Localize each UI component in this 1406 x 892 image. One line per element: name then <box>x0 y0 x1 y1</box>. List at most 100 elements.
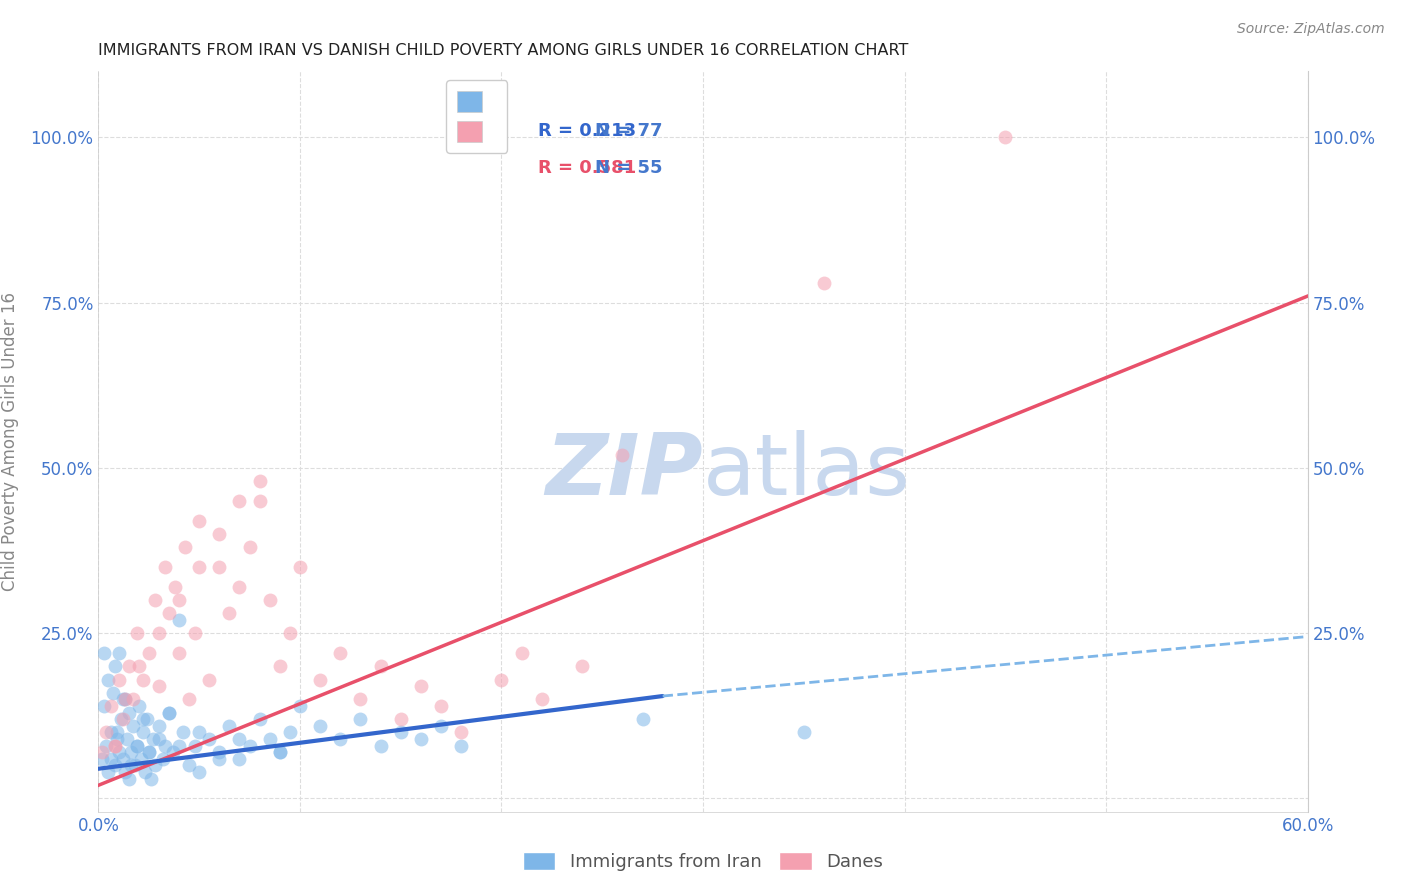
Point <box>228 752 250 766</box>
Point <box>114 692 136 706</box>
Point <box>430 698 453 713</box>
Legend: , : , <box>446 80 508 153</box>
Point <box>111 692 134 706</box>
Point <box>91 745 114 759</box>
Point <box>118 772 141 786</box>
Point <box>198 731 221 746</box>
Point <box>103 758 125 772</box>
Point <box>208 752 231 766</box>
Point <box>218 719 240 733</box>
Point <box>278 725 301 739</box>
Point <box>450 725 472 739</box>
Text: N = 77: N = 77 <box>595 122 662 140</box>
Point <box>157 706 180 720</box>
Point <box>138 745 160 759</box>
Point <box>208 527 231 541</box>
Point <box>208 560 231 574</box>
Point <box>409 731 432 746</box>
Text: atlas: atlas <box>703 430 911 513</box>
Point <box>631 712 654 726</box>
Y-axis label: Child Poverty Among Girls Under 16: Child Poverty Among Girls Under 16 <box>1 292 20 591</box>
Point <box>259 731 281 746</box>
Point <box>269 745 291 759</box>
Point <box>208 745 231 759</box>
Point <box>107 745 129 759</box>
Point <box>100 698 122 713</box>
Point <box>612 448 634 462</box>
Point <box>132 712 155 726</box>
Point <box>249 712 271 726</box>
Point <box>269 659 291 673</box>
Point <box>309 673 332 687</box>
Point <box>93 698 115 713</box>
Point <box>157 607 180 621</box>
Point <box>96 739 118 753</box>
Point <box>97 673 120 687</box>
Point <box>329 646 352 660</box>
Point <box>148 719 170 733</box>
Point <box>530 692 553 706</box>
Point <box>105 725 128 739</box>
Point <box>124 758 146 772</box>
Point <box>132 673 155 687</box>
Point <box>142 731 165 746</box>
Point <box>153 739 176 753</box>
Point <box>129 752 152 766</box>
Point <box>793 725 815 739</box>
Point <box>179 692 201 706</box>
Point <box>135 712 157 726</box>
Point <box>259 593 281 607</box>
Point <box>138 745 160 759</box>
Point <box>121 719 143 733</box>
Point <box>167 593 190 607</box>
Point <box>132 725 155 739</box>
Point <box>188 725 211 739</box>
Point <box>143 758 166 772</box>
Point <box>167 739 190 753</box>
Point <box>184 626 207 640</box>
Point <box>114 765 136 780</box>
Text: N = 55: N = 55 <box>595 159 662 177</box>
Point <box>121 692 143 706</box>
Point <box>118 706 141 720</box>
Point <box>249 474 271 488</box>
Point <box>163 580 186 594</box>
Point <box>167 613 190 627</box>
Point <box>120 745 142 759</box>
Point <box>188 560 211 574</box>
Point <box>288 698 311 713</box>
Point <box>329 731 352 746</box>
Point <box>167 646 190 660</box>
Text: IMMIGRANTS FROM IRAN VS DANISH CHILD POVERTY AMONG GIRLS UNDER 16 CORRELATION CH: IMMIGRANTS FROM IRAN VS DANISH CHILD POV… <box>98 43 908 58</box>
Point <box>103 659 125 673</box>
Point <box>571 659 593 673</box>
Point <box>103 739 125 753</box>
Point <box>93 646 115 660</box>
Text: ZIP: ZIP <box>546 430 703 513</box>
Point <box>249 494 271 508</box>
Point <box>188 514 211 528</box>
Point <box>120 758 142 772</box>
Point <box>125 739 148 753</box>
Point <box>125 739 148 753</box>
Point <box>162 745 184 759</box>
Point <box>110 712 132 726</box>
Point <box>269 745 291 759</box>
Point <box>349 692 371 706</box>
Point <box>510 646 533 660</box>
Point <box>813 276 835 290</box>
Point <box>239 541 262 555</box>
Point <box>218 607 240 621</box>
Point <box>107 673 129 687</box>
Point <box>228 731 250 746</box>
Point <box>115 731 138 746</box>
Point <box>138 646 160 660</box>
Point <box>198 673 221 687</box>
Point <box>148 679 170 693</box>
Point <box>184 739 207 753</box>
Point <box>370 659 392 673</box>
Text: Source: ZipAtlas.com: Source: ZipAtlas.com <box>1237 22 1385 37</box>
Point <box>114 692 136 706</box>
Point <box>491 673 513 687</box>
Point <box>389 712 412 726</box>
